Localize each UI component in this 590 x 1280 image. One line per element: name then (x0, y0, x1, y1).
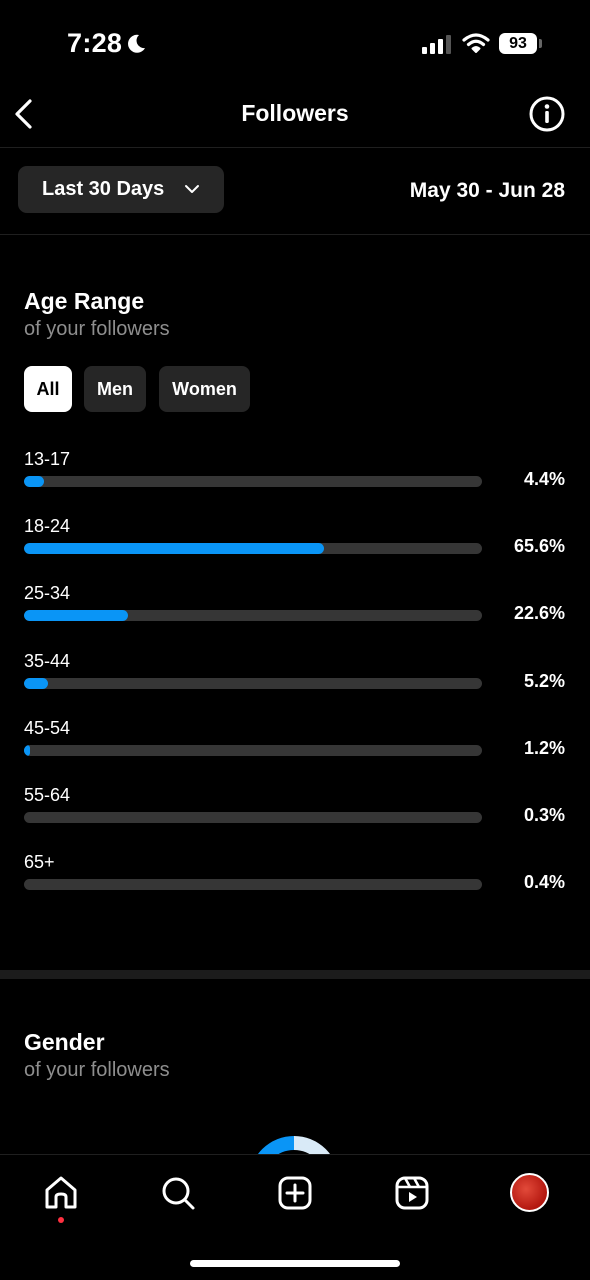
age-range-label: 25-34 (24, 583, 71, 604)
age-bar-track (24, 677, 482, 689)
age-bar-fill (24, 744, 30, 756)
tab-women[interactable]: Women (159, 366, 250, 412)
page-title: Followers (241, 100, 349, 126)
status-time: 7:28 (67, 28, 123, 58)
home-indicator (190, 1260, 400, 1267)
bottom-tab-bar (0, 1154, 590, 1280)
back-arrow-icon[interactable] (10, 96, 38, 132)
battery-level: 93 (499, 33, 537, 54)
age-range-label: 18-24 (24, 516, 71, 537)
age-range-percent: 65.6% (513, 536, 565, 557)
chevron-down-icon (185, 185, 199, 193)
tab-all[interactable]: All (24, 366, 72, 412)
age-range-row: 65+ 0.4% (24, 852, 569, 902)
age-range-label: 13-17 (24, 449, 71, 469)
date-range-dropdown-label: Last 30 Days (42, 178, 165, 200)
age-range-label: 35-44 (24, 650, 71, 671)
age-range-label: 65+ (24, 852, 55, 873)
nav-header: Followers (0, 82, 590, 148)
age-range-row: 35-44 5.2% (24, 651, 569, 701)
age-bar-fill (24, 476, 45, 487)
age-range-subtitle: of your followers (24, 318, 170, 340)
age-range-percent: 4.4% (523, 469, 565, 489)
age-bar-fill (24, 610, 128, 622)
age-bar-track (24, 744, 482, 756)
age-range-title: Age Range (24, 288, 145, 314)
notification-dot (58, 1217, 64, 1223)
age-range-row: 55-64 0.3% (24, 785, 569, 835)
section-divider (0, 970, 590, 979)
age-bar-track (24, 543, 482, 555)
age-bar-fill (24, 543, 325, 555)
date-range-text: May 30 - Jun 28 (409, 179, 565, 202)
age-range-percent: 0.3% (523, 805, 565, 825)
age-range-label: 55-64 (24, 785, 71, 805)
search-icon[interactable] (158, 1173, 198, 1213)
age-bar-track (24, 812, 482, 823)
signal-icon (422, 35, 451, 54)
moon-icon (128, 34, 145, 53)
date-range-dropdown[interactable]: Last 30 Days (18, 166, 224, 213)
age-range-row: 45-54 1.2% (24, 718, 569, 768)
age-bar-track (24, 879, 482, 891)
age-bar-track (24, 610, 482, 622)
tab-men[interactable]: Men (84, 366, 146, 412)
age-bar-track (24, 476, 482, 487)
age-range-row: 13-17 4.4% (24, 449, 569, 499)
info-icon[interactable] (528, 95, 566, 133)
age-bar-fill (24, 677, 48, 689)
gender-subtitle: of your followers (24, 1059, 170, 1081)
wifi-icon (462, 33, 490, 53)
age-range-percent: 1.2% (523, 737, 565, 758)
age-range-percent: 5.2% (523, 670, 565, 691)
filter-row: Last 30 Days May 30 - Jun 28 (0, 148, 590, 235)
status-bar: 7:28 93 (0, 0, 590, 88)
gender-title: Gender (24, 1029, 105, 1055)
age-range-percent: 22.6% (513, 603, 565, 624)
age-range-row: 18-24 65.6% (24, 516, 569, 566)
home-icon[interactable] (41, 1173, 81, 1213)
battery-cap (539, 39, 542, 48)
reels-icon[interactable] (392, 1173, 432, 1213)
age-range-row: 25-34 22.6% (24, 583, 569, 633)
age-range-percent: 0.4% (523, 872, 565, 893)
age-range-label: 45-54 (24, 717, 71, 738)
create-icon[interactable] (275, 1173, 315, 1213)
profile-avatar[interactable] (510, 1173, 549, 1212)
